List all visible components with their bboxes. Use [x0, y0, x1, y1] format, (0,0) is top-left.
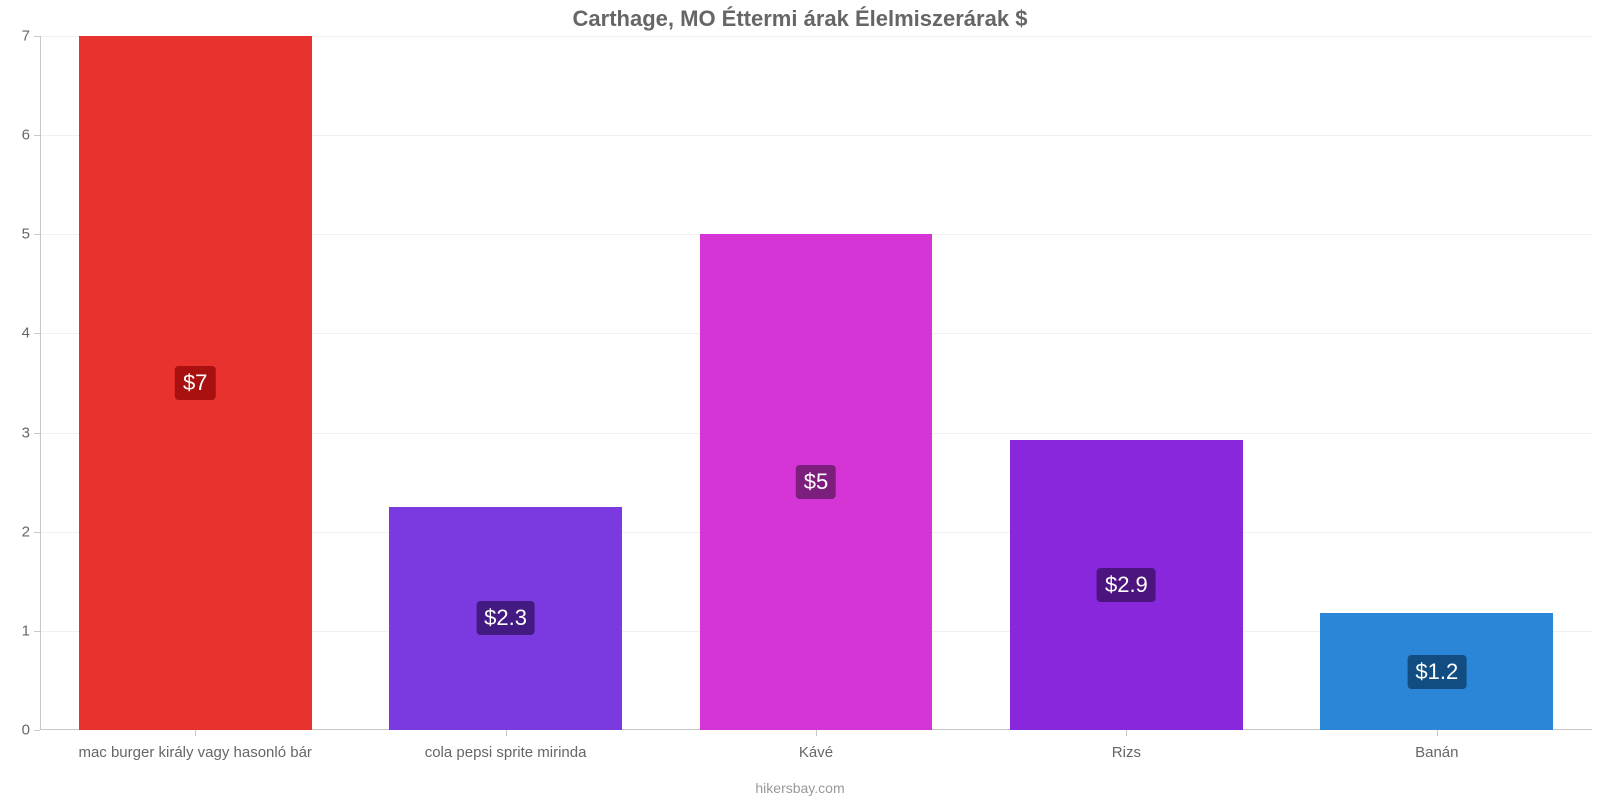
chart-credit: hikersbay.com — [0, 780, 1600, 796]
y-tick-label: 2 — [22, 523, 40, 540]
bar-value-label: $2.9 — [1097, 568, 1156, 602]
x-tick-label: Kávé — [799, 730, 833, 761]
bar-value-label: $2.3 — [476, 601, 535, 635]
x-tick-label: mac burger király vagy hasonló bár — [78, 730, 311, 761]
x-tick-label: Banán — [1415, 730, 1458, 761]
bar-value-label: $7 — [175, 366, 215, 400]
bar-value-label: $1.2 — [1407, 655, 1466, 689]
bar: $5 — [700, 234, 933, 730]
plot-area: $7$2.3$5$2.9$1.2 mac burger király vagy … — [40, 36, 1592, 730]
price-bar-chart: Carthage, MO Éttermi árak Élelmiszerárak… — [0, 0, 1600, 800]
bar: $1.2 — [1320, 613, 1553, 730]
bar: $7 — [79, 36, 312, 730]
bar-value-label: $5 — [796, 465, 836, 499]
bar: $2.9 — [1010, 440, 1243, 730]
x-tick-label: Rizs — [1112, 730, 1141, 761]
y-tick-label: 1 — [22, 622, 40, 639]
bar: $2.3 — [389, 507, 622, 730]
x-tick-label: cola pepsi sprite mirinda — [425, 730, 587, 761]
y-tick-label: 4 — [22, 325, 40, 342]
bars-group: $7 $2.3 $5 $2.9 $1.2 — [40, 36, 1592, 730]
y-tick-label: 7 — [22, 28, 40, 45]
y-tick-label: 6 — [22, 127, 40, 144]
chart-title: Carthage, MO Éttermi árak Élelmiszerárak… — [0, 6, 1600, 32]
y-tick-label: 0 — [22, 722, 40, 739]
y-tick-label: 3 — [22, 424, 40, 441]
y-tick-label: 5 — [22, 226, 40, 243]
